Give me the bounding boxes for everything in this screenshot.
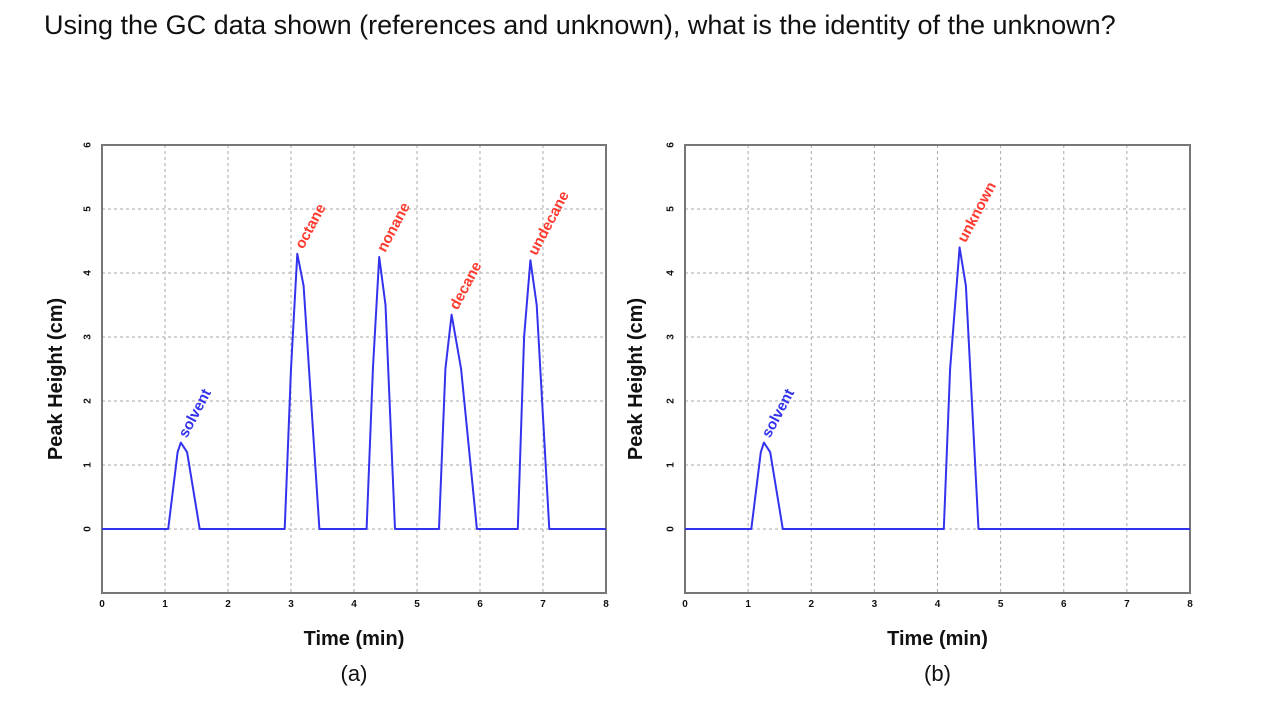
x-tick-label: 5	[414, 599, 420, 610]
y-tick-label: 1	[83, 462, 94, 468]
panel-label: (a)	[341, 661, 368, 686]
x-tick-label: 7	[1124, 599, 1130, 610]
x-tick-label: 3	[872, 599, 878, 610]
x-tick-label: 2	[225, 599, 231, 610]
x-tick-label: 6	[477, 599, 483, 610]
plot-frame	[684, 144, 1191, 594]
x-tick-label: 4	[935, 599, 941, 610]
x-tick-label: 5	[998, 599, 1004, 610]
y-tick-label: 0	[83, 526, 94, 532]
y-tick-label: 2	[666, 398, 677, 404]
y-tick-label: 4	[666, 270, 677, 276]
peak-label: octane	[292, 201, 330, 252]
peak-label: undecane	[525, 188, 573, 258]
x-tick-label: 1	[162, 599, 168, 610]
peak-label: solvent	[175, 386, 215, 440]
y-tick-label: 6	[666, 142, 677, 148]
plot-frame	[101, 144, 607, 594]
y-axis-label: Peak Height (cm)	[625, 298, 647, 460]
question-text: Using the GC data shown (references and …	[44, 10, 1116, 40]
x-tick-label: 8	[603, 599, 609, 610]
y-tick-label: 2	[83, 398, 94, 404]
peak-label: solvent	[758, 386, 798, 440]
chart-panel-a: 0 1 2 3 4 5 6 7 8 0 1 2 3 4 5 6 Time (min) Peak Height (c…	[45, 142, 609, 686]
chromatogram-trace	[685, 246, 1190, 530]
y-tick-label: 5	[83, 206, 94, 212]
peak-label: nonane	[374, 200, 414, 255]
y-tick-label: 3	[83, 334, 94, 340]
x-tick-label: 6	[1061, 599, 1067, 610]
peak-label: unknown	[954, 179, 1000, 245]
x-tick-label: 4	[351, 599, 357, 610]
x-tick-label: 3	[288, 599, 294, 610]
x-tick-label: 8	[1187, 599, 1193, 610]
x-axis-label: Time (min)	[887, 628, 988, 650]
x-tick-label: 0	[682, 599, 688, 610]
y-tick-label: 1	[666, 462, 677, 468]
x-axis-label: Time (min)	[304, 628, 405, 650]
y-tick-label: 4	[83, 270, 94, 276]
x-tick-label: 0	[99, 599, 105, 610]
y-tick-label: 0	[666, 526, 677, 532]
y-tick-label: 5	[666, 206, 677, 212]
panel-label: (b)	[924, 661, 951, 686]
y-tick-label: 6	[83, 142, 94, 148]
y-axis-label: Peak Height (cm)	[45, 298, 67, 460]
x-tick-label: 2	[808, 599, 814, 610]
y-tick-label: 3	[666, 334, 677, 340]
x-tick-label: 1	[745, 599, 751, 610]
x-tick-label: 7	[540, 599, 546, 610]
chart-panel-b: 0 1 2 3 4 5 6 7 8 0 1 2 3 4 5 6 Time (min) Peak Height (c…	[625, 142, 1193, 686]
